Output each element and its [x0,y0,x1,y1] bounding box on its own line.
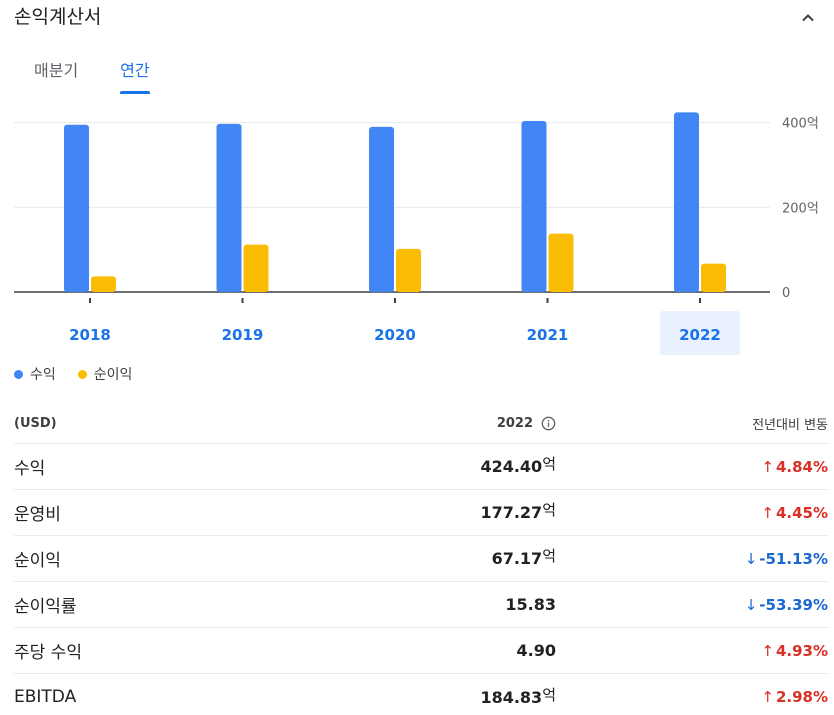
x-tick-label[interactable]: 2021 [527,326,569,344]
bar-net-income[interactable] [396,248,421,292]
table-row[interactable]: 수익 424.40억 ↑ 4.84% [14,444,828,490]
selected-year-highlight [660,311,740,355]
bar-net-income[interactable] [91,276,116,292]
row-value-unit: 억 [542,501,556,519]
tab-annual[interactable]: 연간 [120,60,151,94]
x-tick-label[interactable]: 2020 [374,326,416,344]
income-chart-svg: 0 200억 400억 2018 2019 2020 2021 2022 [14,112,819,355]
row-label: 주당 수익 [14,643,82,663]
legend-item-net-income: 순이익 [77,364,133,384]
row-value: 67.17억 [491,547,556,569]
row-change: ↓ -53.39% [745,596,828,614]
legend-dot-net-income [77,369,87,379]
row-change: ↑ 4.84% [761,458,828,476]
table-header: (USD) 2022 전년대비 변동 [14,404,828,444]
row-value-number: 15.83 [505,595,556,614]
row-value-number: 184.83 [480,687,543,707]
legend-item-revenue: 수익 [14,364,56,384]
bar-net-income[interactable] [701,263,726,292]
legend-label-revenue: 수익 [30,367,56,383]
row-value-number: 4.90 [516,641,556,660]
info-icon[interactable] [541,416,556,431]
section-header: 손익계산서 [14,4,824,34]
change-header: 전년대비 변동 [752,418,828,433]
bar-net-income[interactable] [548,233,574,292]
table-row[interactable]: 운영비 177.27억 ↑ 4.45% [14,490,828,536]
row-value: 4.90 [517,641,556,660]
row-change: ↑ 4.45% [761,504,828,522]
income-table: (USD) 2022 전년대비 변동 수익 424.40억 ↑ 4.84% 운영비 177… [14,404,828,715]
bar-net-income[interactable] [243,244,269,292]
row-change-value: -53.39% [759,595,828,614]
row-change-value: 2.98% [775,688,828,706]
row-label: 순이익 [14,551,61,571]
section-title: 손익계산서 [14,6,102,28]
arrow-up-icon: ↑ [761,457,774,476]
chart-legend: 수익 순이익 [14,364,132,384]
table-row[interactable]: 주당 수익 4.90 ↑ 4.93% [14,628,828,674]
table-row[interactable]: EBITDA 184.83억 ↑ 2.98% [14,674,828,715]
collapse-button[interactable] [796,6,820,30]
row-value: 15.83 [505,595,556,614]
x-tick-label[interactable]: 2022 [679,326,721,344]
bar-revenue[interactable] [369,126,394,292]
bar-revenue[interactable] [674,112,699,292]
row-value-number: 424.40 [480,457,543,476]
y-tick-label: 400억 [782,117,819,132]
row-label: EBITDA [14,687,77,707]
currency-label: (USD) [14,416,57,431]
row-value: 424.40억 [480,455,556,477]
y-tick-label: 200억 [782,201,819,216]
row-value-unit: 억 [542,455,556,473]
income-chart: 0 200억 400억 2018 2019 2020 2021 2022 [0,100,834,362]
table-row[interactable]: 순이익률 15.83 ↓ -53.39% [14,582,828,628]
y-tick-label: 0 [782,286,790,301]
row-change: ↓ -51.13% [745,550,828,568]
row-value: 177.27억 [480,501,556,523]
row-change-value: -51.13% [759,549,828,568]
arrow-down-icon: ↓ [744,595,758,614]
year-label: 2022 [496,416,533,431]
x-tick-label[interactable]: 2018 [69,326,111,344]
arrow-down-icon: ↓ [744,549,758,568]
row-label: 운영비 [14,505,61,525]
row-value-number: 177.27 [480,503,543,522]
table-row[interactable]: 순이익 67.17억 ↓ -51.13% [14,536,828,582]
bar-revenue[interactable] [64,124,89,292]
row-label: 순이익률 [14,597,77,617]
period-tabs: 매분기 연간 [34,60,151,96]
arrow-up-icon: ↑ [761,688,774,706]
bar-revenue[interactable] [216,123,242,292]
legend-dot-revenue [14,369,23,379]
row-value-number: 67.17 [491,549,543,568]
x-tick-label[interactable]: 2019 [222,326,264,344]
row-change: ↑ 2.98% [761,688,828,706]
bar-revenue[interactable] [521,120,547,293]
row-label: 수익 [14,459,46,479]
row-change-value: 4.93% [775,641,828,660]
arrow-up-icon: ↑ [761,641,774,660]
tab-quarterly[interactable]: 매분기 [34,61,79,80]
row-change-value: 4.84% [775,457,828,476]
table-body: 수익 424.40억 ↑ 4.84% 운영비 177.27억 ↑ 4.45% 순이익 67.17억… [14,444,828,715]
year-header: 2022 [497,416,556,431]
row-change: ↑ 4.93% [761,642,828,660]
chevron-up-icon [802,14,814,22]
row-value-unit: 억 [542,547,556,565]
row-change-value: 4.45% [775,503,828,522]
arrow-up-icon: ↑ [761,503,774,522]
legend-label-net-income: 순이익 [93,367,133,383]
row-value-unit: 억 [542,685,556,704]
row-value: 184.83억 [480,685,556,708]
